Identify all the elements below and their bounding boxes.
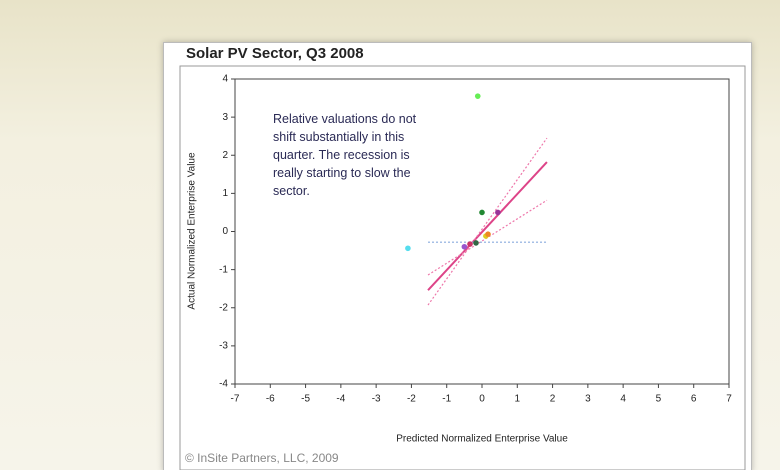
annotation: Relative valuations do not shift substant…: [273, 112, 417, 198]
x-tick-label: 2: [550, 394, 556, 405]
annotation-line: Relative valuations do not: [273, 112, 417, 126]
x-tick-label: 3: [585, 394, 591, 405]
point: [461, 243, 468, 250]
x-tick-label: 6: [691, 394, 697, 405]
x-tick-label: 1: [515, 394, 521, 405]
x-tick-label: -3: [372, 394, 381, 405]
annotation-line: quarter. The recession is: [273, 148, 410, 162]
y-axis-label: Actual Normalized Enterprise Value: [187, 152, 198, 310]
copyright: © InSite Partners, LLC, 2009: [185, 451, 339, 465]
x-tick-label: -6: [266, 394, 275, 405]
annotation-line: shift substantially in this: [273, 130, 404, 144]
x-tick-label: 7: [726, 394, 732, 405]
x-tick-label: -7: [231, 394, 240, 405]
point: [405, 245, 411, 252]
x-tick-label: -2: [407, 394, 416, 405]
y-tick-label: 2: [222, 150, 228, 161]
y-tick-label: -1: [219, 264, 228, 275]
chart-title: Solar PV Sector, Q3 2008: [186, 45, 364, 62]
point: [479, 209, 485, 216]
point: [495, 209, 501, 216]
y-tick-label: 4: [222, 74, 228, 85]
confidence-line: [427, 199, 548, 276]
y-tick-label: 3: [222, 112, 228, 123]
annotation-line: sector.: [273, 184, 310, 198]
point: [467, 241, 473, 247]
x-tick-label: -5: [301, 394, 310, 405]
point: [474, 93, 481, 99]
x-tick-label: -1: [442, 394, 451, 405]
y-tick-label: -4: [219, 379, 228, 390]
annotation-line: really starting to slow the: [273, 166, 411, 180]
fit-line: [427, 161, 548, 291]
y-tick-label: -2: [219, 302, 228, 313]
x-axis-label: Predicted Normalized Enterprise Value: [396, 434, 568, 445]
x-tick-label: -4: [336, 394, 345, 405]
point: [473, 240, 479, 246]
point: [485, 231, 491, 237]
y-tick-label: -3: [219, 341, 228, 352]
x-tick-label: 4: [620, 394, 626, 405]
y-tick-label: 1: [222, 188, 228, 199]
x-tick-label: 0: [479, 394, 485, 405]
inner-frame: [179, 65, 746, 470]
x-tick-label: 5: [656, 394, 662, 405]
y-tick-label: 0: [222, 226, 228, 237]
